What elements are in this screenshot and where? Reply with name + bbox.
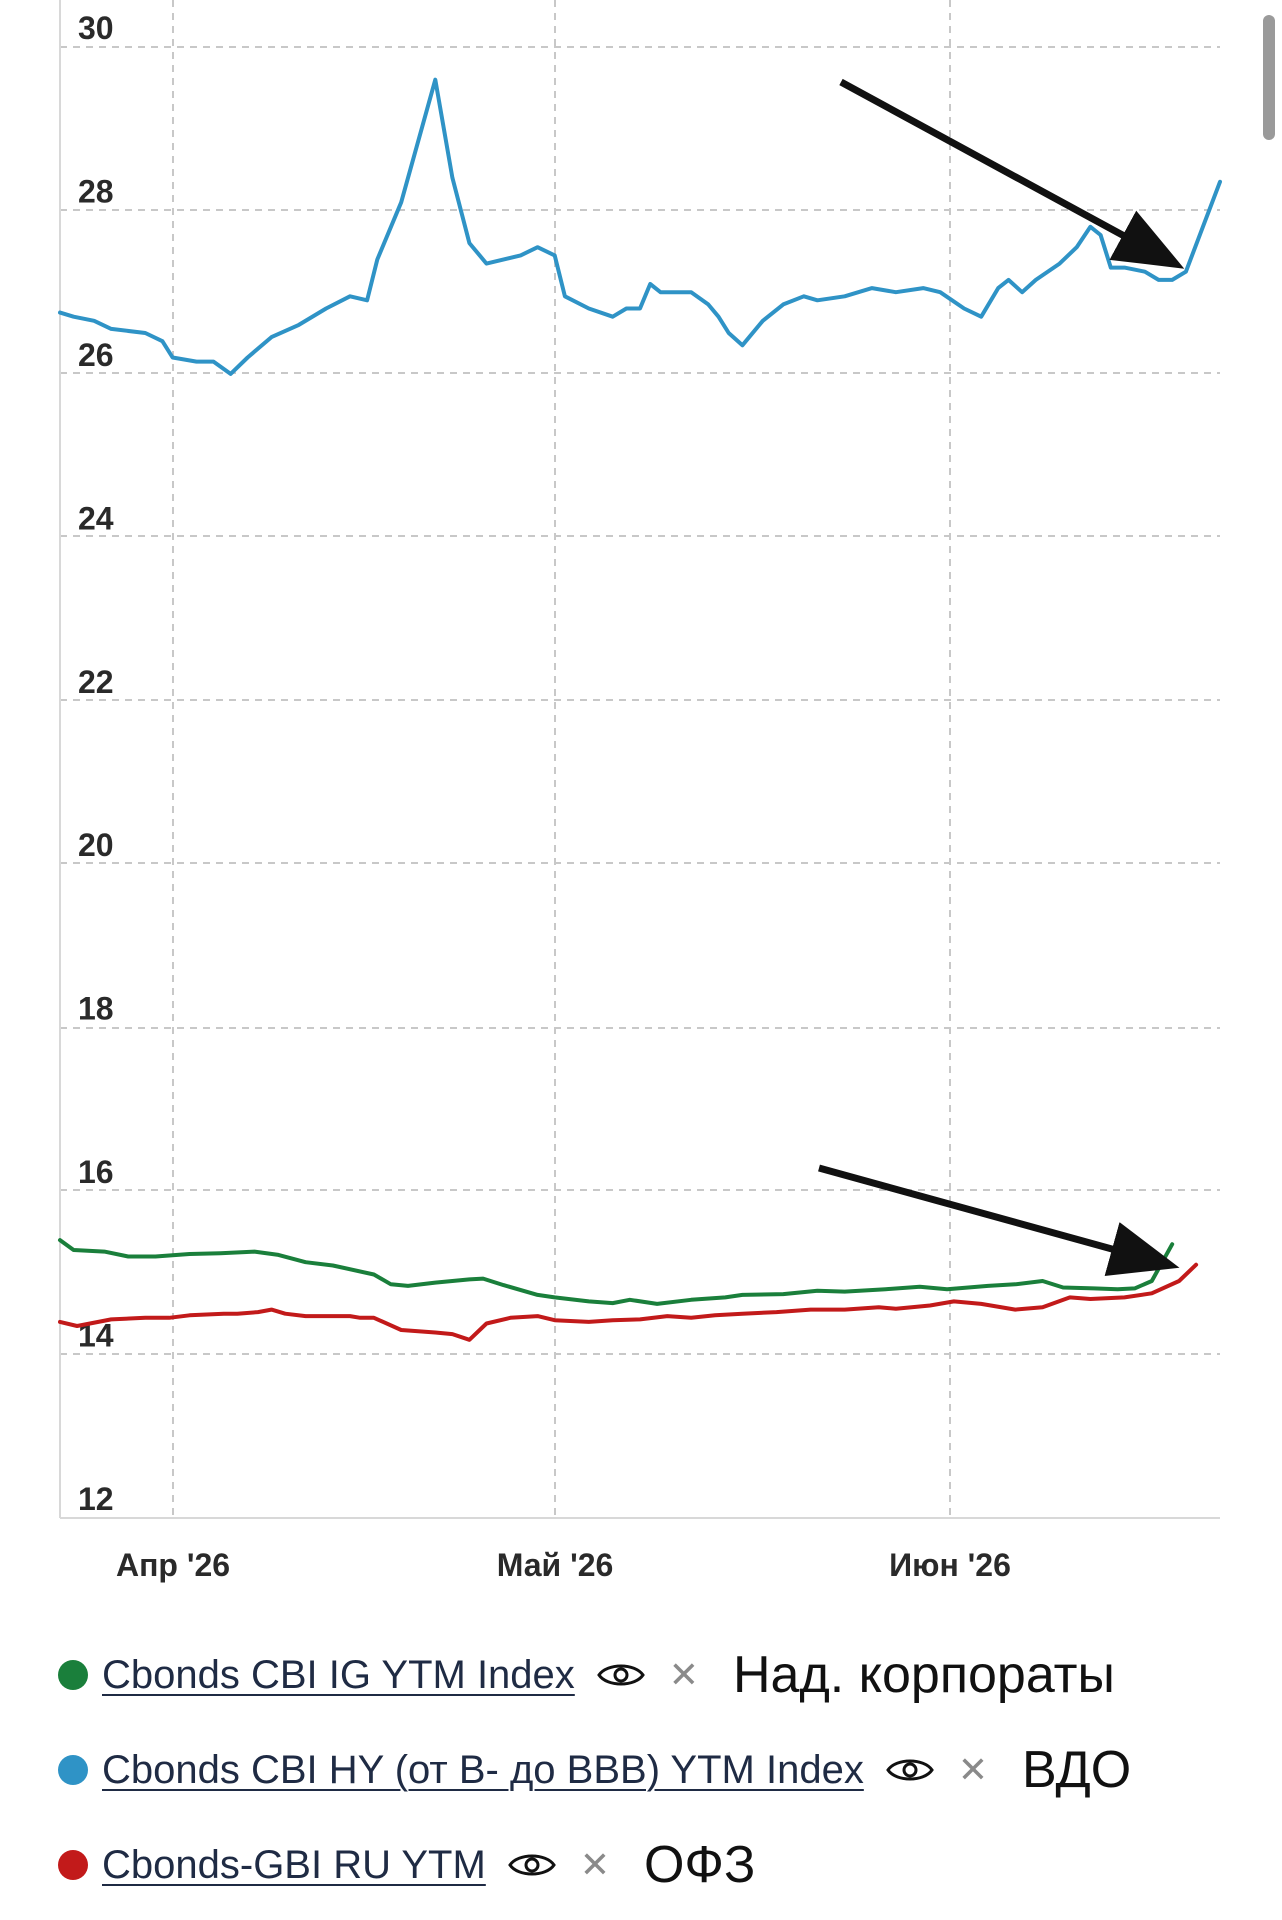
legend-note-ig: Над. корпораты [732,1646,1115,1704]
close-icon[interactable]: ✕ [668,1654,699,1695]
legend-link-hy[interactable]: Cbonds CBI HY (от B- до BBB) YTM Index [102,1747,864,1792]
y-tick-label: 26 [78,337,114,373]
y-tick-label: 30 [78,10,114,46]
eye-icon-graphic [596,1664,645,1686]
legend-item-gbi: Cbonds-GBI RU YTM ✕ ОФЗ [58,1830,755,1900]
legend-item-hy: Cbonds CBI HY (от B- до BBB) YTM Index ✕… [58,1735,1131,1805]
legend-link-ig[interactable]: Cbonds CBI IG YTM Index [102,1652,575,1697]
y-tick-label: 16 [78,1154,114,1190]
series-color-dot [58,1755,88,1785]
y-tick-label: 20 [78,827,114,863]
y-tick-label: 12 [78,1481,114,1517]
series-color-dot [58,1660,88,1690]
close-icon[interactable]: ✕ [579,1844,610,1885]
series-line [58,77,1222,376]
scrollbar[interactable] [1262,0,1282,1920]
x-tick-label: Апр '26 [116,1547,230,1583]
x-tick-label: Июн '26 [889,1547,1011,1583]
eye-icon-graphic [886,1759,934,1781]
y-tick-label: 18 [78,991,114,1027]
eye-icon[interactable] [596,1658,645,1692]
y-tick-label: 22 [78,664,114,700]
legend-link-gbi[interactable]: Cbonds-GBI RU YTM [102,1842,486,1887]
chart-area: 12 14 16 18 20 22 24 26 28 30 Апр '26 Май '26 Июн '2… [58,0,1222,1583]
series-color-dot [58,1850,88,1880]
legend-item-ig: Cbonds CBI IG YTM Index ✕ Над. корпораты [58,1640,1115,1710]
close-icon[interactable]: ✕ [957,1749,988,1790]
annotation-arrow [839,78,1185,269]
annotation-arrow [818,1164,1180,1277]
y-tick-label: 28 [78,173,114,209]
series-line [58,1262,1199,1342]
legend-note-gbi: ОФЗ [643,1836,756,1894]
y-tick-label: 24 [78,500,114,536]
eye-icon-graphic [508,1854,556,1876]
x-tick-label: Май '26 [497,1547,614,1583]
eye-icon[interactable] [508,1848,556,1882]
eye-icon[interactable] [886,1753,934,1787]
legend-note-hy: ВДО [1022,1741,1132,1799]
scrollbar-thumb[interactable] [1263,15,1275,140]
series-line [58,1238,1175,1306]
